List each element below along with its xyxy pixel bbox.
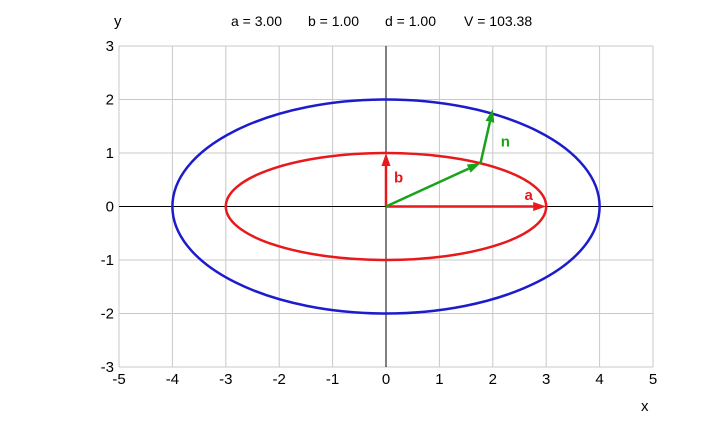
x-tick-label: -1 [326, 371, 339, 388]
x-tick-label: 4 [595, 371, 603, 388]
x-tick-label: -4 [166, 371, 179, 388]
y-tick-label: 0 [106, 199, 114, 216]
x-tick-label: -5 [112, 371, 125, 388]
param-b-readout: b = 1.00 [308, 13, 359, 29]
vector-b-arrowhead [381, 153, 391, 166]
tick-labels: -5 -4 -3 -2 -1 0 1 2 3 4 5 -3 -2 -1 0 1 2 3 [101, 38, 658, 388]
param-d-readout: d = 1.00 [385, 13, 436, 29]
x-tick-label: 3 [542, 371, 550, 388]
y-tick-label: -2 [101, 306, 114, 323]
x-tick-label: 0 [382, 371, 390, 388]
y-tick-label: 3 [106, 38, 114, 55]
x-tick-label: -3 [219, 371, 232, 388]
vector-radius-shaft [385, 167, 470, 208]
x-tick-label: 5 [649, 371, 657, 388]
vector-radius-arrowhead [466, 163, 481, 173]
y-tick-label: 2 [106, 92, 114, 109]
y-tick-label: -1 [101, 252, 114, 269]
y-axis-label: y [114, 13, 122, 30]
x-tick-label: 2 [489, 371, 497, 388]
param-a-readout: a = 3.00 [231, 13, 282, 29]
outer-ellipse [171, 98, 601, 315]
vectors: a b n [381, 109, 547, 211]
x-tick-label: -2 [273, 371, 286, 388]
vector-n-shaft [479, 121, 492, 164]
vector-a-arrowhead [533, 202, 547, 211]
vector-label-a: a [525, 187, 534, 204]
y-tick-label: 1 [106, 145, 114, 162]
vector-n-arrowhead [485, 109, 495, 123]
volume-readout: V = 103.38 [464, 13, 532, 29]
vector-label-b: b [394, 169, 403, 186]
y-tick-label: -3 [101, 359, 114, 376]
x-tick-label: 1 [435, 371, 443, 388]
vector-label-n: n [501, 134, 510, 151]
x-axis-label: x [641, 398, 649, 415]
